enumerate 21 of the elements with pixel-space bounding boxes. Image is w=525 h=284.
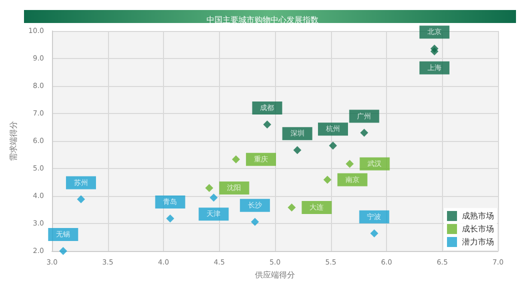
point <box>59 247 68 255</box>
x-axis-title: 供应端得分 <box>255 270 295 280</box>
point <box>205 184 214 192</box>
point <box>76 195 85 204</box>
legend-label: 成熟市场 <box>462 212 494 220</box>
point <box>232 155 240 164</box>
point <box>250 218 259 226</box>
point <box>323 176 332 184</box>
y-axis-title: 需求端得分 <box>9 121 18 161</box>
legend-label: 潜力市场 <box>462 238 494 246</box>
point <box>360 128 368 137</box>
point <box>370 229 378 238</box>
point <box>288 204 296 212</box>
point <box>346 160 354 168</box>
point <box>293 146 302 154</box>
point <box>430 47 438 56</box>
point <box>328 142 337 150</box>
legend-label: 成长市场 <box>462 224 494 234</box>
point <box>210 194 218 202</box>
point <box>166 214 174 223</box>
point <box>263 120 272 128</box>
